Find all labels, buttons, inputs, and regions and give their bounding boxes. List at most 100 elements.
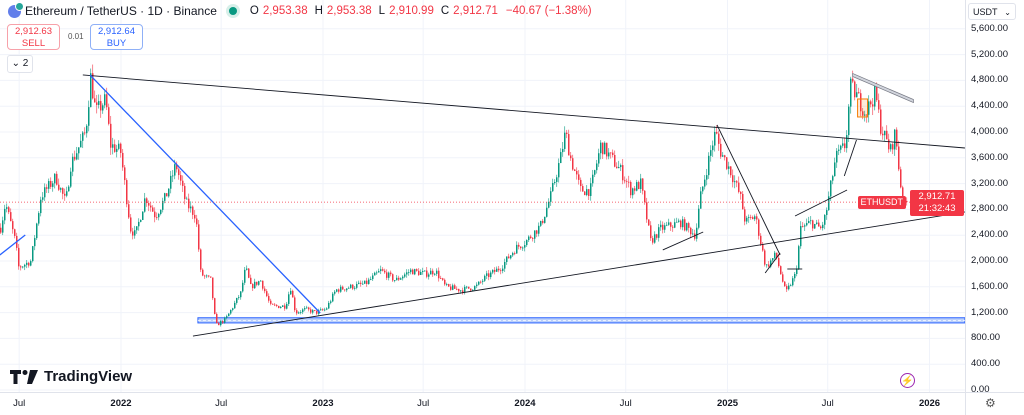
candle-body <box>80 140 82 148</box>
candle-body <box>180 175 182 181</box>
buy-button[interactable]: 2,912.64 BUY <box>90 24 143 50</box>
candle <box>536 229 538 238</box>
trendline <box>716 124 781 256</box>
candle <box>256 281 258 287</box>
candle <box>112 137 114 155</box>
candle <box>186 196 188 200</box>
candle <box>882 126 884 140</box>
candle <box>844 137 846 152</box>
candle-body <box>860 93 862 112</box>
candle <box>216 312 218 324</box>
candle-body <box>736 181 738 183</box>
candle-body <box>630 181 632 196</box>
candle-body <box>102 105 104 111</box>
candle-body <box>458 288 460 292</box>
candle <box>98 94 100 109</box>
candle-body <box>538 225 540 234</box>
candle-body <box>638 182 640 189</box>
candle <box>728 161 730 175</box>
candle <box>584 190 586 196</box>
candle <box>126 178 128 208</box>
candle-body <box>886 130 888 140</box>
candle <box>166 193 168 197</box>
candle-body <box>334 291 336 294</box>
candle <box>588 188 590 200</box>
candle <box>464 284 466 295</box>
candle <box>834 157 836 177</box>
candle <box>532 237 534 242</box>
candle <box>408 269 410 276</box>
candle-body <box>850 78 852 107</box>
candle <box>530 234 532 239</box>
sell-button[interactable]: 2,912.63 SELL <box>7 24 60 50</box>
candle <box>114 139 116 153</box>
candle-body <box>714 131 716 146</box>
candle-body <box>320 309 322 311</box>
candle <box>520 246 522 250</box>
candle-body <box>898 146 900 170</box>
candle <box>74 150 76 162</box>
candle <box>716 125 718 135</box>
candle-body <box>578 174 580 180</box>
candle-body <box>570 155 572 159</box>
candle-body <box>700 191 702 209</box>
candle-body <box>906 200 908 203</box>
candle <box>636 179 638 192</box>
candle <box>286 301 288 310</box>
candle-body <box>580 179 582 187</box>
candle <box>2 216 4 236</box>
candle <box>328 300 330 310</box>
candle <box>300 310 302 315</box>
candle-body <box>306 307 308 309</box>
candle <box>170 170 172 194</box>
candle-body <box>604 142 606 155</box>
candle-body <box>474 286 476 290</box>
candle-body <box>66 191 68 196</box>
candle-body <box>148 203 150 206</box>
candle-body <box>240 291 242 298</box>
settings-gear-icon[interactable]: ⚙ <box>985 396 996 410</box>
candle-body <box>228 313 230 317</box>
candle-body <box>418 270 420 275</box>
candle <box>518 242 520 250</box>
candle <box>634 185 636 195</box>
candle-body <box>396 277 398 281</box>
candle-body <box>88 107 90 126</box>
candle <box>180 170 182 186</box>
candle-body <box>204 275 206 277</box>
candle <box>54 173 56 189</box>
currency-select[interactable]: USDT ⌄ <box>968 3 1016 20</box>
candle-body <box>494 269 496 272</box>
candle <box>822 221 824 231</box>
candle-body <box>298 312 300 314</box>
tradingview-logo[interactable]: TradingView <box>10 368 132 385</box>
market-open-status-icon <box>228 7 237 15</box>
y-tick-label: 4,000.00 <box>971 126 1008 137</box>
candle <box>858 87 860 94</box>
candle <box>44 183 46 201</box>
candle <box>706 168 708 186</box>
indicators-toggle-button[interactable]: ⌄ 2 <box>7 55 33 73</box>
candle <box>240 291 242 300</box>
candle <box>284 303 286 311</box>
candle-body <box>652 238 654 243</box>
candle-body <box>8 207 10 213</box>
candle-body <box>466 286 468 288</box>
candle-body <box>740 191 742 194</box>
candle <box>396 274 398 281</box>
candle <box>718 130 720 151</box>
candle <box>538 222 540 237</box>
candle-body <box>820 226 822 229</box>
last-price: 2,912.71 <box>918 191 956 202</box>
lightning-icon[interactable]: ⚡ <box>900 373 915 388</box>
candle <box>688 221 690 233</box>
candle <box>490 270 492 280</box>
symbol-title[interactable]: Ethereum / TetherUS · 1D · Binance <box>25 4 217 18</box>
candle <box>836 148 838 168</box>
candle <box>66 186 68 198</box>
candle-body <box>468 286 470 289</box>
candle <box>344 289 346 292</box>
candle <box>676 217 678 223</box>
candle <box>84 127 86 136</box>
